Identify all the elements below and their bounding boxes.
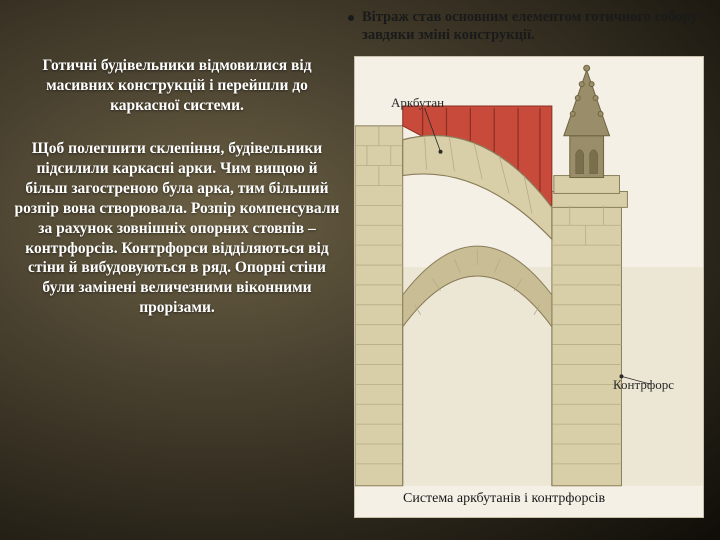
paragraph-2: Щоб полегшити склепіння, будівельники пі…	[14, 139, 340, 317]
figure-caption: Система аркбутанів і контрфорсів	[403, 491, 605, 507]
paragraph-1: Готичні будівельники відмовилися від мас…	[14, 56, 340, 115]
figure-label-arkbutan: Аркбутан	[391, 95, 444, 111]
gothic-diagram-svg	[355, 57, 703, 487]
bullet-text: Вітраж став основним елементом готичного…	[362, 8, 708, 44]
gothic-diagram-figure: Аркбутан Контрфорс Система аркбутанів і …	[354, 56, 704, 518]
bullet-dot-icon	[348, 15, 354, 21]
left-text-column: Готичні будівельники відмовилися від мас…	[14, 56, 340, 342]
figure-label-kontrfors: Контрфорс	[613, 377, 674, 393]
bullet-header: Вітраж став основним елементом готичного…	[348, 8, 708, 44]
